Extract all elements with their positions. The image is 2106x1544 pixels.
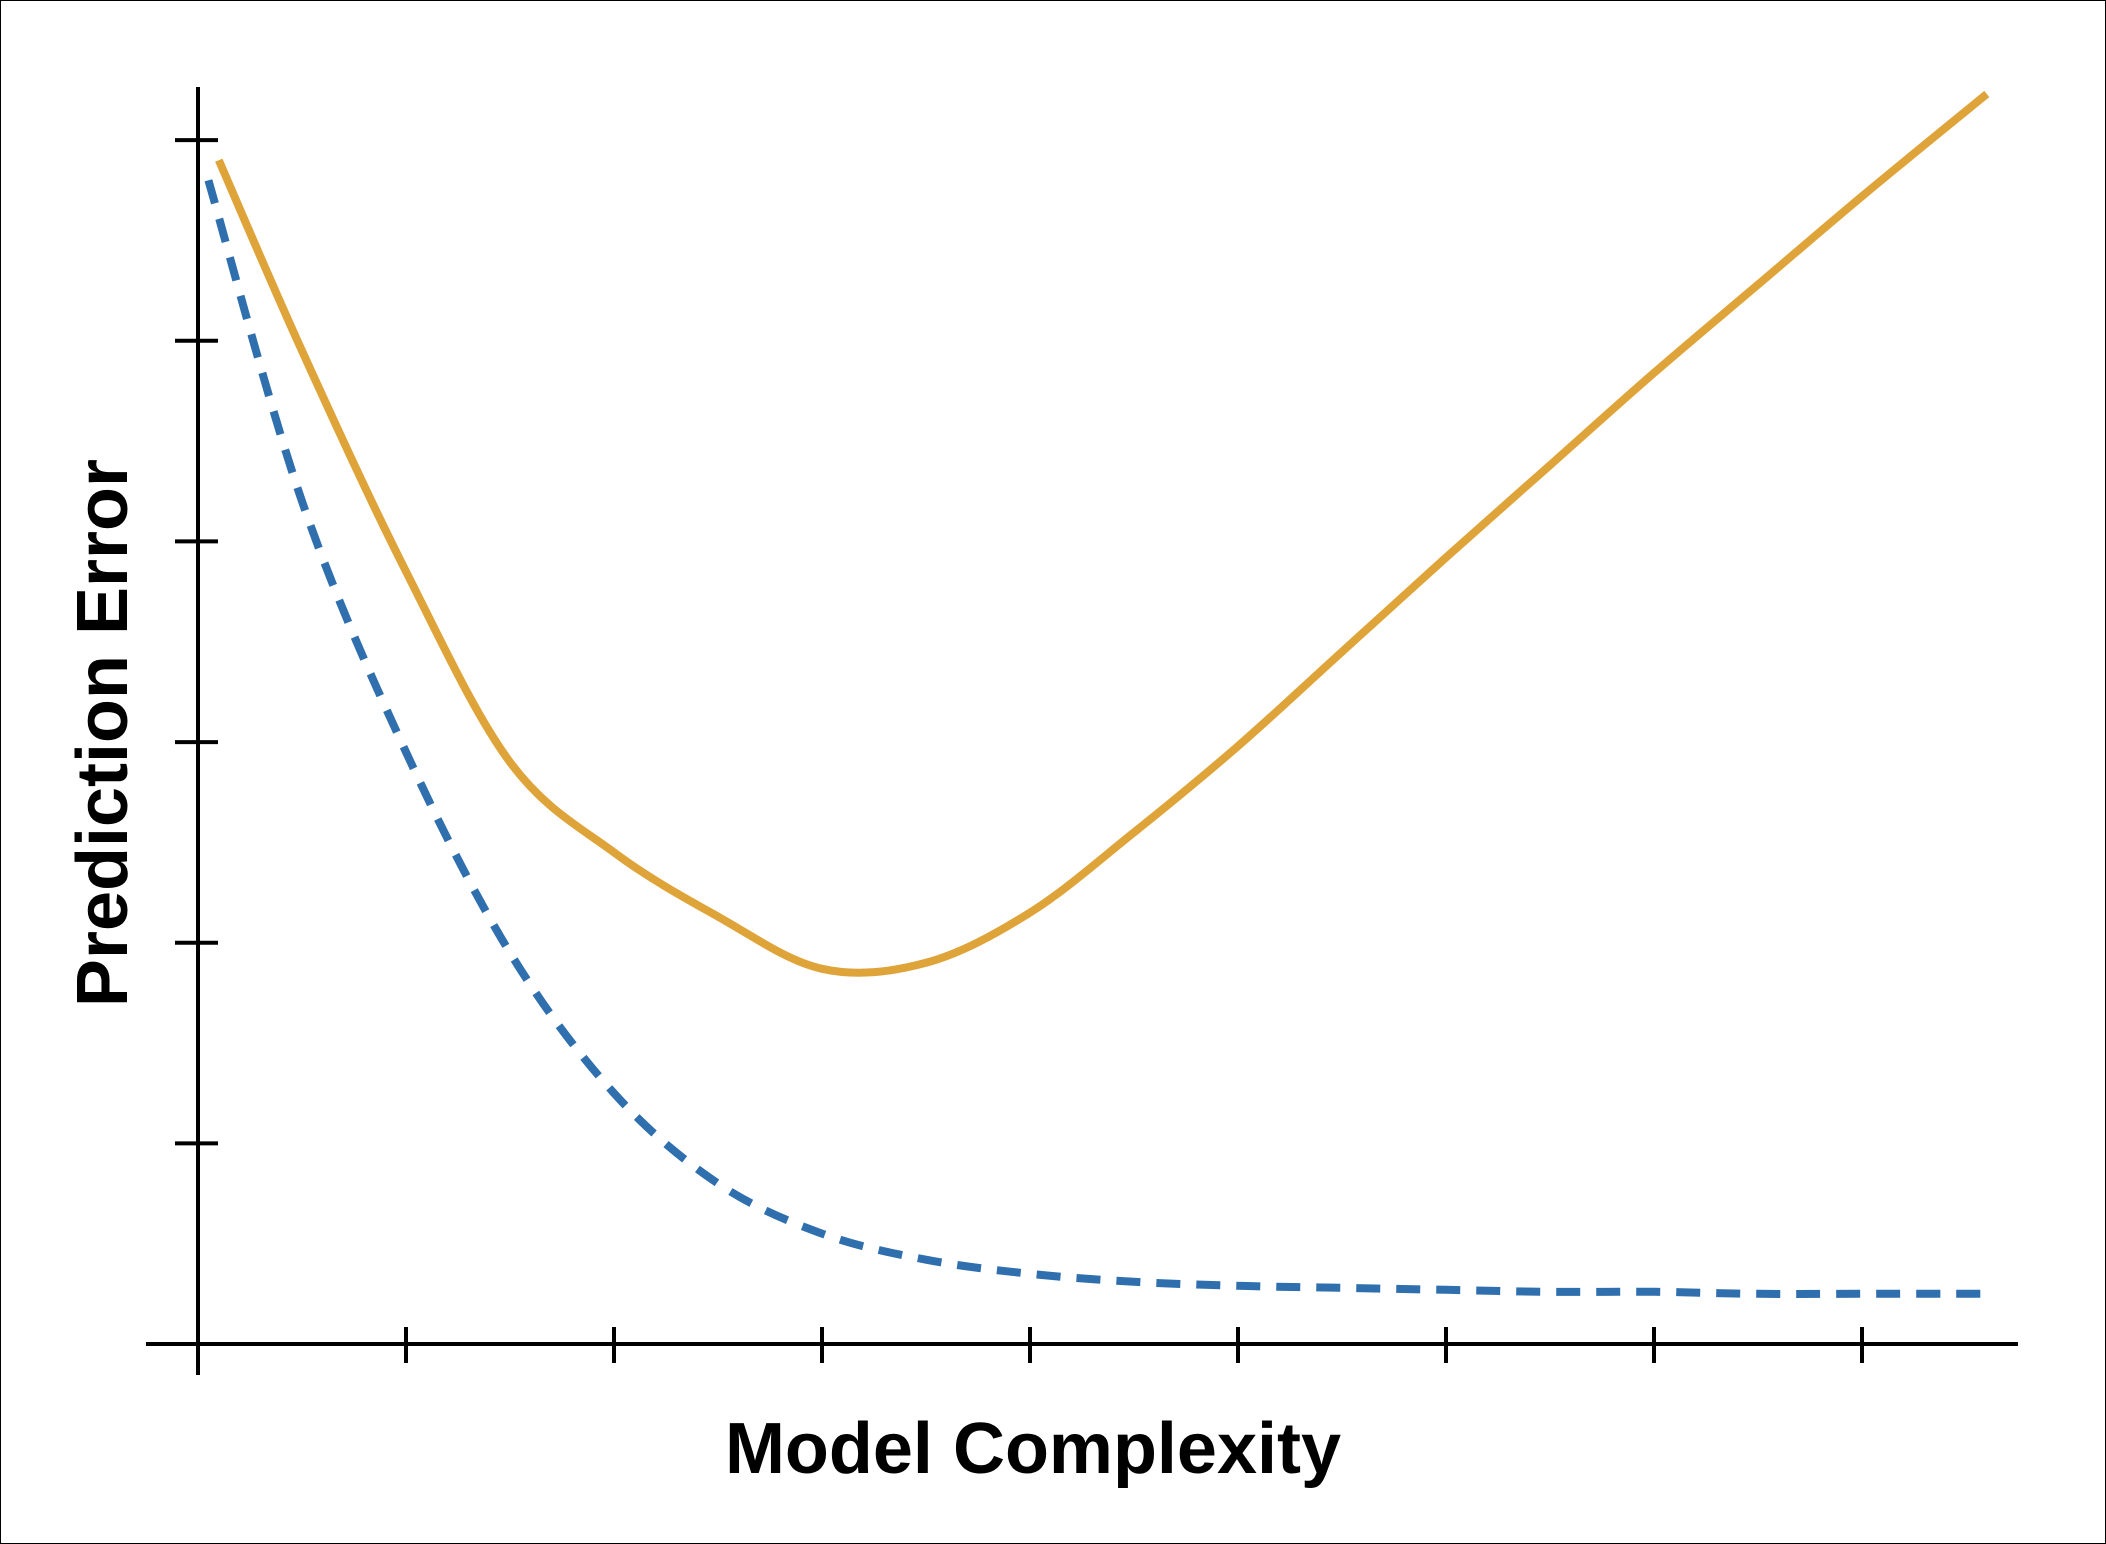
dashed-series-line-1 xyxy=(204,179,1987,1298)
y-axis-title: Prediction Error xyxy=(63,459,143,1007)
axes xyxy=(146,87,2018,1375)
series-group xyxy=(204,90,1990,1298)
solid-series-line-0 xyxy=(215,90,1990,977)
x-axis-title: Model Complexity xyxy=(725,1409,1341,1489)
ticks xyxy=(175,138,1864,1363)
